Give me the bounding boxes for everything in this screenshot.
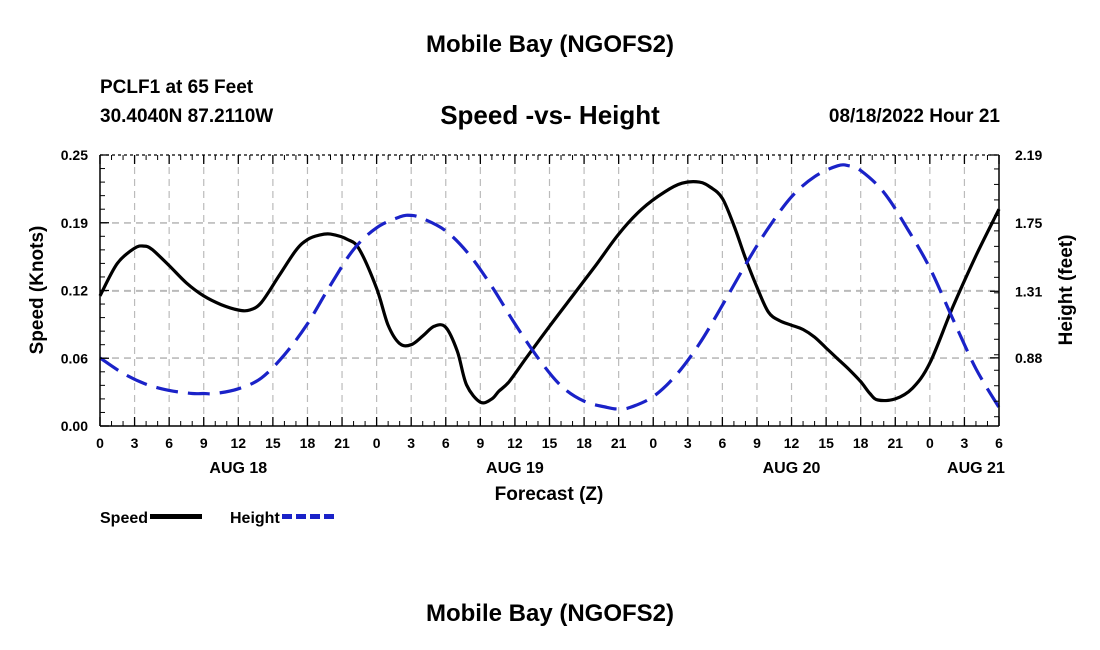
- series-speed-line: [98, 180, 1001, 405]
- x-tick-label: 3: [131, 435, 139, 451]
- x-tick-label: 12: [231, 435, 247, 451]
- x-tick-label: 9: [753, 435, 761, 451]
- legend-height: Height: [230, 510, 334, 528]
- y2-tick-label: 1.31: [1015, 283, 1042, 299]
- x-tick-label: 12: [507, 435, 523, 451]
- x-tick-label: 0: [926, 435, 934, 451]
- y2-tick-label: 1.75: [1015, 215, 1042, 231]
- x-tick-label: 15: [542, 435, 558, 451]
- footer-title: Mobile Bay (NGOFS2): [425, 600, 675, 627]
- y-tick-label: 0.00: [61, 418, 88, 434]
- x-tick-label: 21: [611, 435, 627, 451]
- y-axis-title: Speed (Knots): [27, 226, 48, 355]
- y2-tick-label: 2.19: [1015, 147, 1042, 163]
- x-tick-label: 0: [649, 435, 657, 451]
- x-tick-label: 0: [96, 435, 104, 451]
- x-tick-label: 3: [407, 435, 415, 451]
- x-tick-label: 9: [476, 435, 484, 451]
- x-tick-label: 6: [995, 435, 1003, 451]
- x-tick-label: 6: [165, 435, 173, 451]
- x-tick-label: 12: [784, 435, 800, 451]
- x-tick-label: 15: [818, 435, 834, 451]
- x-tick-label: 18: [853, 435, 869, 451]
- x-tick-label: 18: [576, 435, 592, 451]
- legend-height-swatch: [281, 514, 334, 520]
- x-axis-title: Forecast (Z): [495, 484, 604, 505]
- y-tick-label: 0.19: [61, 215, 88, 231]
- x-tick-label: 15: [265, 435, 281, 451]
- day-label: AUG 19: [486, 460, 544, 477]
- page-title: Mobile Bay (NGOFS2): [425, 31, 675, 58]
- station-name: PCLF1 at 65 Feet: [100, 77, 254, 98]
- x-tick-label: 21: [334, 435, 350, 451]
- axes: [99, 154, 1000, 427]
- chart-title: Speed -vs- Height: [440, 100, 660, 130]
- station-coordinates: 30.4040N 87.2110W: [100, 106, 274, 127]
- legend-speed-swatch: [150, 514, 203, 520]
- tick-labels: 0 3 6 9 12 15 18 21 0 3 6 9 12 15 18 21 0 3 6 9 12 15 18 21 0 3 6 0…: [61, 147, 1043, 477]
- day-label: AUG 21: [947, 460, 1005, 477]
- day-label: AUG 18: [209, 460, 267, 477]
- series-height-line: [99, 163, 1001, 411]
- y-tick-label: 0.12: [61, 283, 88, 299]
- x-tick-label: 0: [373, 435, 381, 451]
- series-layer: [98, 163, 1001, 411]
- legend-speed-label: Speed: [100, 510, 149, 527]
- x-tick-label: 6: [442, 435, 450, 451]
- x-tick-label: 3: [961, 435, 969, 451]
- x-tick-label: 18: [300, 435, 316, 451]
- y-tick-label: 0.25: [61, 147, 88, 163]
- y-tick-label: 0.06: [61, 350, 88, 366]
- y2-axis-title: Height (feet): [1056, 235, 1077, 346]
- forecast-date: 08/18/2022 Hour 21: [828, 106, 1000, 127]
- y2-tick-label: 0.88: [1015, 350, 1042, 366]
- x-tick-label: 21: [887, 435, 903, 451]
- x-tick-label: 9: [200, 435, 208, 451]
- x-tick-label: 3: [684, 435, 692, 451]
- day-label: AUG 20: [763, 460, 821, 477]
- legend-speed: Speed: [100, 510, 203, 528]
- x-tick-label: 6: [718, 435, 726, 451]
- legend-height-label: Height: [230, 510, 280, 527]
